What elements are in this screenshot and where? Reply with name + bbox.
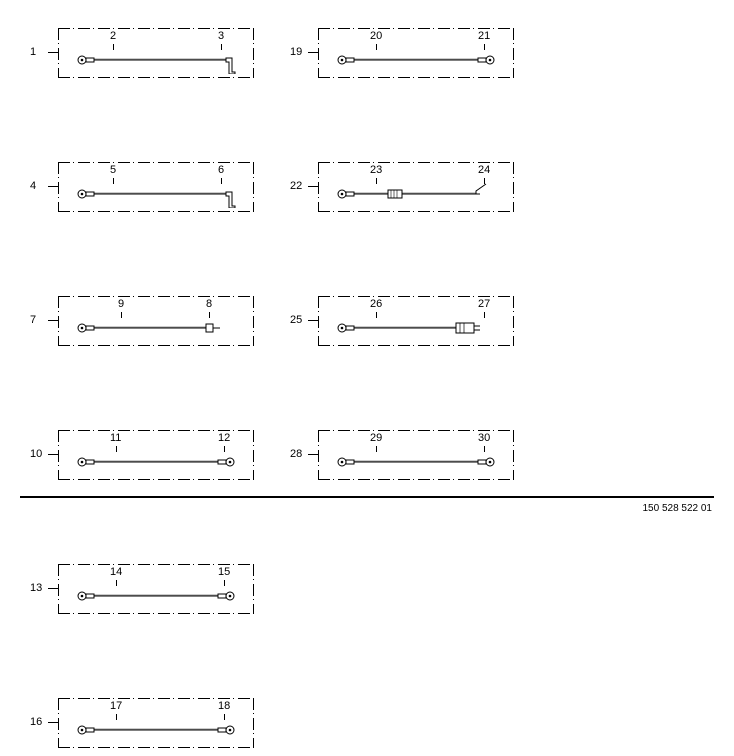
assembly-box: 9 8 bbox=[58, 296, 254, 346]
assembly-leader bbox=[48, 722, 58, 723]
callout-left: 14 bbox=[110, 566, 122, 578]
drawing-number: 150 528 522 01 bbox=[642, 503, 712, 514]
assembly-box: 29 30 bbox=[318, 430, 514, 480]
assembly-box: 5 6 bbox=[58, 162, 254, 212]
callout-right: 6 bbox=[218, 164, 224, 176]
assembly-leader bbox=[308, 454, 318, 455]
callout-left: 29 bbox=[370, 432, 382, 444]
callout-right: 12 bbox=[218, 432, 230, 444]
assembly-box: 11 12 bbox=[58, 430, 254, 480]
assembly-number: 1 bbox=[30, 46, 36, 58]
callout-left: 9 bbox=[118, 298, 124, 310]
assembly-number: 19 bbox=[290, 46, 302, 58]
callout-right: 27 bbox=[478, 298, 490, 310]
assembly-box: 26 27 bbox=[318, 296, 514, 346]
callout-left: 11 bbox=[110, 432, 121, 444]
diagram-page: 1 2 3 4 5 6 bbox=[0, 0, 734, 536]
assembly-leader bbox=[308, 186, 318, 187]
assembly-number: 10 bbox=[30, 448, 42, 460]
assembly-number: 7 bbox=[30, 314, 36, 326]
callout-right: 8 bbox=[206, 298, 212, 310]
assembly-box: 2 3 bbox=[58, 28, 254, 78]
footer-rule bbox=[20, 496, 714, 498]
callout-right: 18 bbox=[218, 700, 230, 712]
assembly-number: 22 bbox=[290, 180, 302, 192]
callout-left: 23 bbox=[370, 164, 382, 176]
assembly-leader bbox=[308, 320, 318, 321]
callout-left: 2 bbox=[110, 30, 116, 42]
assembly-leader bbox=[308, 52, 318, 53]
callout-left: 26 bbox=[370, 298, 382, 310]
callout-left: 5 bbox=[110, 164, 116, 176]
callout-right: 30 bbox=[478, 432, 490, 444]
callout-right: 15 bbox=[218, 566, 230, 578]
assembly-leader bbox=[48, 454, 58, 455]
callout-right: 21 bbox=[478, 30, 490, 42]
assembly-leader bbox=[48, 320, 58, 321]
assembly-number: 28 bbox=[290, 448, 302, 460]
assembly-box: 23 24 bbox=[318, 162, 514, 212]
diagram-area: 1 2 3 4 5 6 bbox=[30, 20, 704, 476]
assembly-leader bbox=[48, 186, 58, 187]
assembly-number: 25 bbox=[290, 314, 302, 326]
assembly-box: 20 21 bbox=[318, 28, 514, 78]
assembly-box: 14 15 bbox=[58, 564, 254, 614]
callout-left: 17 bbox=[110, 700, 122, 712]
callout-right: 24 bbox=[478, 164, 490, 176]
assembly-box: 17 18 bbox=[58, 698, 254, 748]
assembly-leader bbox=[48, 588, 58, 589]
assembly-number: 13 bbox=[30, 582, 42, 594]
assembly-leader bbox=[48, 52, 58, 53]
callout-right: 3 bbox=[218, 30, 224, 42]
assembly-number: 4 bbox=[30, 180, 36, 192]
assembly-number: 16 bbox=[30, 716, 42, 728]
callout-left: 20 bbox=[370, 30, 382, 42]
